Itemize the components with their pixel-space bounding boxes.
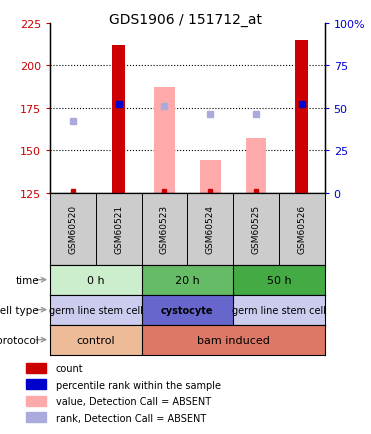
Text: time: time (15, 275, 39, 285)
Bar (200, 161, 220, 193)
Text: GDS1906 / 151712_at: GDS1906 / 151712_at (109, 13, 262, 27)
Text: bam induced: bam induced (197, 335, 270, 345)
Text: 50 h: 50 h (266, 275, 291, 285)
Text: GSM60526: GSM60526 (297, 204, 306, 253)
Bar (246, 139, 266, 193)
Text: 20 h: 20 h (175, 275, 200, 285)
Text: cystocyte: cystocyte (161, 305, 214, 315)
Text: protocol: protocol (0, 335, 39, 345)
Bar (26, 412, 46, 422)
Bar (26, 396, 46, 406)
Bar (295, 40, 308, 193)
Bar (26, 379, 46, 389)
Text: GSM60525: GSM60525 (252, 204, 260, 253)
Bar (154, 88, 175, 193)
Text: GSM60520: GSM60520 (69, 204, 78, 253)
Text: control: control (76, 335, 115, 345)
Text: percentile rank within the sample: percentile rank within the sample (56, 380, 221, 390)
Text: germ line stem cell: germ line stem cell (49, 305, 143, 315)
Text: GSM60524: GSM60524 (206, 205, 215, 253)
Text: GSM60523: GSM60523 (160, 204, 169, 253)
Text: cell type: cell type (0, 305, 39, 315)
Text: rank, Detection Call = ABSENT: rank, Detection Call = ABSENT (56, 413, 206, 423)
Bar (112, 46, 125, 193)
Text: germ line stem cell: germ line stem cell (232, 305, 326, 315)
Text: 0 h: 0 h (87, 275, 105, 285)
Text: GSM60521: GSM60521 (114, 204, 123, 253)
Text: count: count (56, 363, 83, 373)
Bar (26, 363, 46, 373)
Text: value, Detection Call = ABSENT: value, Detection Call = ABSENT (56, 396, 211, 406)
